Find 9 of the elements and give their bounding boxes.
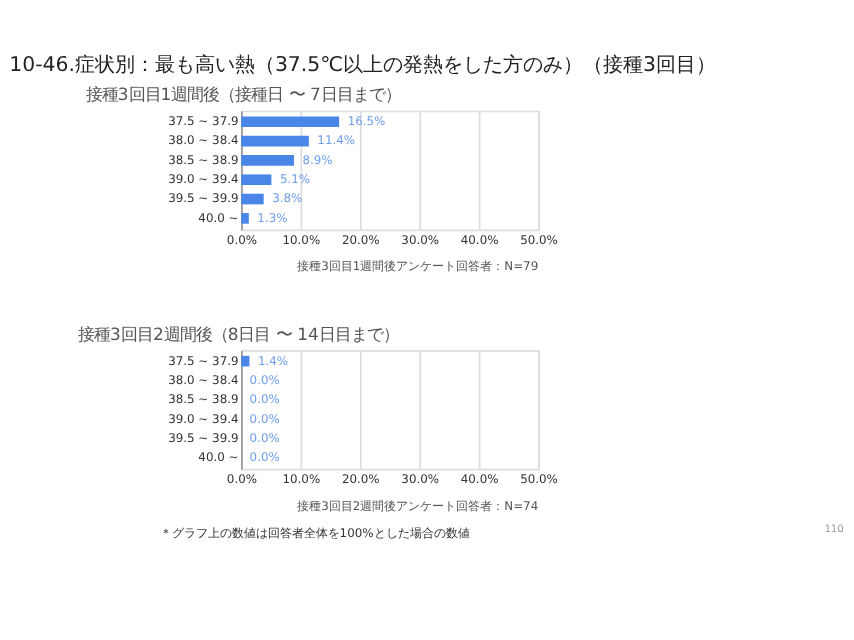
bar (241, 116, 340, 128)
bar (241, 155, 294, 166)
bar (241, 213, 249, 224)
chart-subtitle: 接種3回目1週間後（接種日 〜 7日目まで） (85, 84, 401, 105)
chart-title: 10-46.症状別：最も高い熱（37.5℃以上の発熱をした方のみ）（接種3回目） (9, 52, 717, 77)
bar (241, 174, 272, 186)
bar (241, 135, 309, 147)
bar (241, 193, 264, 205)
chart-subtitle: 接種3回目2週間後（8日目 〜 14日目まで） (78, 323, 399, 344)
